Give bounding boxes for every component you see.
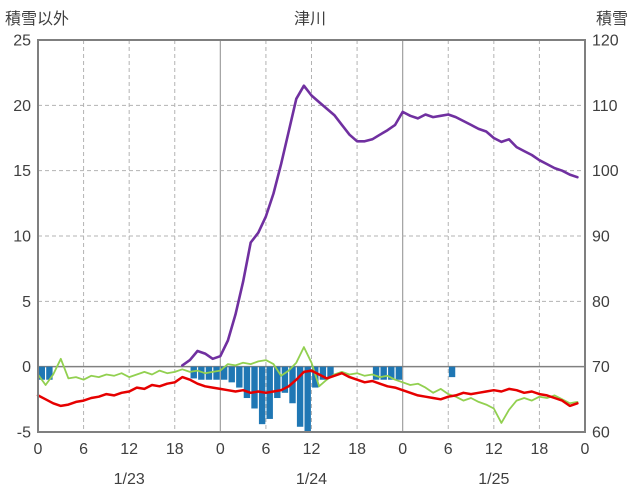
- svg-text:25: 25: [13, 33, 31, 50]
- green-line: [37, 346, 579, 424]
- svg-text:6: 6: [79, 441, 88, 458]
- snowfall-bar: [213, 366, 220, 380]
- svg-text:0: 0: [216, 441, 225, 458]
- x-axis-date-labels: 1/23 1/24 1/25: [114, 471, 510, 488]
- snow-depth-line: [181, 84, 579, 367]
- snowfall-bar: [395, 366, 403, 380]
- right-axis-ticks: 120 110 100 90 80 70 60: [592, 33, 619, 442]
- chart-title: 津川: [293, 11, 326, 28]
- snowfall-bar: [296, 366, 304, 427]
- svg-text:90: 90: [592, 229, 610, 246]
- svg-text:15: 15: [13, 163, 31, 180]
- svg-text:0: 0: [22, 359, 31, 376]
- svg-text:0: 0: [34, 441, 43, 458]
- snowfall-bar: [198, 366, 205, 380]
- svg-text:18: 18: [166, 441, 184, 458]
- blue-bars: [38, 366, 456, 432]
- plot-border: [37, 39, 586, 433]
- svg-text:0: 0: [398, 441, 407, 458]
- snowfall-bar: [46, 366, 53, 380]
- svg-text:6: 6: [444, 441, 453, 458]
- svg-text:12: 12: [485, 441, 503, 458]
- svg-text:12: 12: [303, 441, 321, 458]
- svg-text:100: 100: [592, 163, 619, 180]
- snowfall-bar: [372, 366, 380, 380]
- left-axis-ticks: 25 20 15 10 5 0 -5: [13, 33, 31, 442]
- svg-text:6: 6: [261, 441, 270, 458]
- snowfall-bar: [281, 366, 289, 393]
- red-line: [36, 369, 579, 408]
- snowfall-bar: [319, 366, 327, 380]
- x-axis-ticks: 0 6 12 18 0 6 12 18 0 6 12 18 0: [34, 441, 590, 458]
- svg-text:10: 10: [13, 229, 31, 246]
- snowfall-bar: [388, 366, 395, 380]
- snowfall-bar: [289, 366, 296, 404]
- snowfall-bar: [304, 366, 311, 432]
- svg-text:120: 120: [592, 33, 619, 50]
- snowfall-bar: [251, 366, 258, 409]
- snowfall-bar: [274, 366, 281, 399]
- svg-text:80: 80: [592, 294, 610, 311]
- snowfall-bar: [327, 366, 334, 378]
- snowfall-bar: [380, 366, 387, 380]
- snowfall-bar: [190, 366, 197, 379]
- snowfall-bar: [243, 366, 251, 399]
- svg-text:20: 20: [13, 98, 31, 115]
- snowfall-bar: [258, 366, 266, 425]
- svg-text:5: 5: [22, 294, 31, 311]
- svg-text:1/25: 1/25: [478, 471, 509, 488]
- svg-text:1/24: 1/24: [296, 471, 327, 488]
- snowfall-bar: [448, 366, 456, 378]
- svg-text:1/23: 1/23: [114, 471, 145, 488]
- svg-text:60: 60: [592, 425, 610, 442]
- snowfall-bar: [236, 366, 243, 388]
- svg-text:110: 110: [592, 98, 618, 115]
- snowfall-bar: [220, 366, 228, 380]
- right-axis-title: 積雪: [595, 11, 628, 28]
- svg-text:70: 70: [592, 359, 610, 376]
- svg-text:18: 18: [531, 441, 549, 458]
- svg-text:0: 0: [581, 441, 590, 458]
- snowfall-bar: [228, 366, 235, 383]
- left-axis-title: 積雪以外: [5, 11, 70, 28]
- svg-text:18: 18: [348, 441, 366, 458]
- svg-text:12: 12: [120, 441, 138, 458]
- svg-text:-5: -5: [17, 425, 31, 442]
- snowfall-bar: [38, 366, 45, 380]
